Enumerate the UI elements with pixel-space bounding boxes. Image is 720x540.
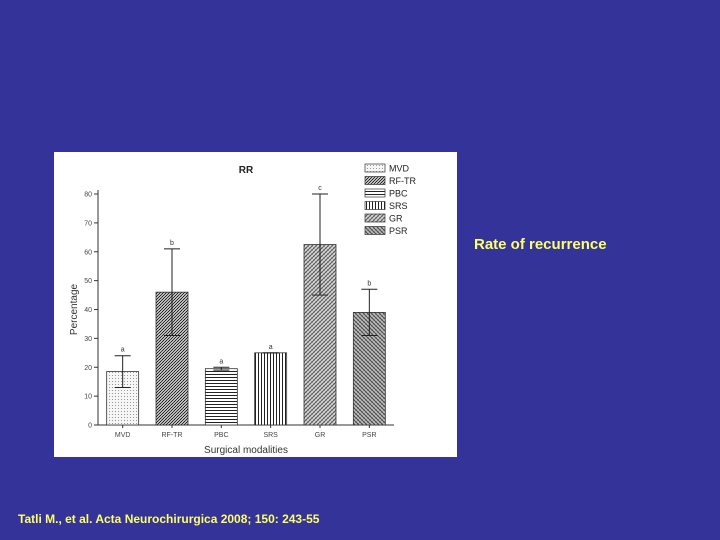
legend-label: RF-TR xyxy=(389,176,416,186)
legend-swatch-mvd xyxy=(364,163,386,173)
significance-label: a xyxy=(121,347,125,354)
x-tick-label: PSR xyxy=(362,432,376,439)
y-tick-label: 80 xyxy=(84,192,92,199)
chart-panel: 0 10 20 30 40 50 60 70 80 a MVD b RF-TR a PBC a SRS c GR b P… xyxy=(54,152,457,457)
legend-label: GR xyxy=(389,214,403,224)
x-tick-label: MVD xyxy=(115,432,131,439)
y-tick-label: 10 xyxy=(84,394,92,401)
significance-label: a xyxy=(269,344,273,351)
legend-label: PSR xyxy=(389,226,408,236)
y-tick-label: 70 xyxy=(84,220,92,227)
significance-label: b xyxy=(170,240,174,247)
side-note-label: Rate of recurrence xyxy=(474,236,607,253)
y-tick-label: 40 xyxy=(84,307,92,314)
y-tick-label: 0 xyxy=(88,423,92,430)
legend-label: PBC xyxy=(389,189,408,199)
legend-swatch-gr xyxy=(364,213,386,223)
chart-title: RR xyxy=(239,165,254,176)
bar-pbc xyxy=(204,368,238,426)
legend-swatch-rf-tr xyxy=(364,176,386,185)
y-tick-label: 60 xyxy=(84,249,92,256)
significance-label: a xyxy=(219,358,223,365)
x-tick-label: GR xyxy=(315,432,326,439)
x-tick-label: RF-TR xyxy=(162,432,183,439)
bar-srs xyxy=(254,352,288,426)
y-tick-label: 30 xyxy=(84,336,92,343)
legend-label: SRS xyxy=(389,201,408,211)
bar-chart: 0 10 20 30 40 50 60 70 80 a MVD b RF-TR a PBC a SRS c GR b P… xyxy=(69,163,416,457)
y-tick-label: 50 xyxy=(84,278,92,285)
significance-label: b xyxy=(367,280,371,287)
x-axis-title: Surgical modalities xyxy=(204,445,288,456)
significance-label: c xyxy=(318,185,322,192)
legend-swatch-pbc xyxy=(364,188,386,198)
legend-label: MVD xyxy=(389,164,410,174)
legend-swatch-psr xyxy=(364,226,386,235)
y-axis-title: Percentage xyxy=(69,283,80,335)
citation: Tatli M., et al. Acta Neurochirurgica 20… xyxy=(18,512,320,526)
y-tick-label: 20 xyxy=(84,365,92,372)
x-tick-label: SRS xyxy=(263,432,278,439)
legend-swatch-srs xyxy=(364,201,386,210)
x-tick-label: PBC xyxy=(214,432,228,439)
